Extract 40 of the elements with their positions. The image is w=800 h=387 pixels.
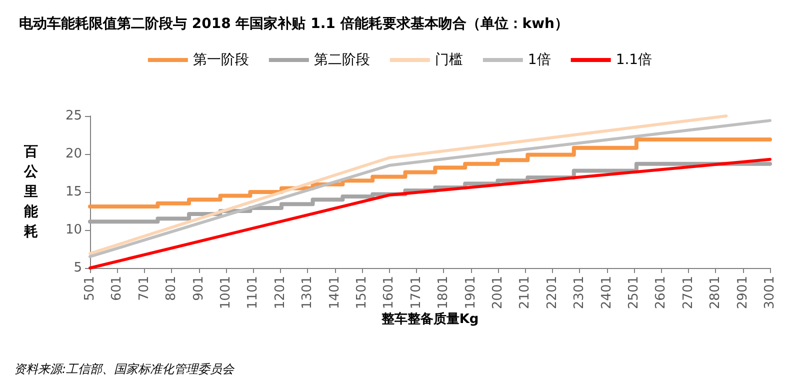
legend-label: 1倍 xyxy=(528,52,551,68)
x-tick-label: 2301 xyxy=(572,276,588,310)
legend-label: 门槛 xyxy=(434,52,463,68)
x-tick-label: 1701 xyxy=(408,276,424,310)
x-tick-label: 2401 xyxy=(599,276,614,310)
x-tick-label: 1401 xyxy=(327,276,342,310)
x-tick-label: 1001 xyxy=(218,276,234,310)
x-tick-label: 1601 xyxy=(382,276,397,310)
x-tick-label: 2901 xyxy=(735,276,750,310)
x-tick-label: 501 xyxy=(82,276,98,301)
x-tick-label: 2801 xyxy=(708,276,724,310)
y-axis-title: 百公里能耗 xyxy=(23,144,39,240)
y-tick-label: 20 xyxy=(65,146,82,162)
y-tick-label: 25 xyxy=(65,108,82,124)
x-tick-label: 1901 xyxy=(463,276,478,310)
x-tick-label: 1301 xyxy=(300,276,316,310)
x-tick-label: 3001 xyxy=(762,276,778,310)
x-tick-label: 1201 xyxy=(272,276,288,310)
x-tick-label: 1801 xyxy=(436,276,452,310)
x-tick-label: 2101 xyxy=(518,276,533,310)
chart-title: 电动车能耗限值第二阶段与 2018 年国家补贴 1.1 倍能耗要求基本吻合（单位：kwh） xyxy=(19,15,568,32)
legend-label: 第一阶段 xyxy=(192,52,249,68)
x-tick-label: 2001 xyxy=(490,276,506,310)
y-tick-label: 10 xyxy=(65,222,82,238)
x-tick-label: 701 xyxy=(136,276,152,301)
x-tick-label: 1501 xyxy=(354,276,370,310)
x-tick-label: 801 xyxy=(164,276,180,301)
x-tick-label: 2701 xyxy=(680,276,696,310)
x-tick-label: 1101 xyxy=(246,276,261,310)
x-tick-label: 2601 xyxy=(654,276,669,310)
x-tick-label: 601 xyxy=(110,276,125,301)
legend-label: 第二阶段 xyxy=(314,52,370,68)
x-tick-label: 2501 xyxy=(626,276,642,310)
y-tick-label: 15 xyxy=(65,184,82,200)
text: 资料来源:工信部、国家标准化管理委员会 xyxy=(14,362,236,376)
y-tick-label: 5 xyxy=(74,260,82,276)
x-tick-label: 901 xyxy=(191,276,206,301)
x-tick-label: 2201 xyxy=(544,276,560,310)
legend-label: 1.1倍 xyxy=(616,52,652,68)
x-axis-title: 整车整备质量Kg xyxy=(380,311,479,327)
